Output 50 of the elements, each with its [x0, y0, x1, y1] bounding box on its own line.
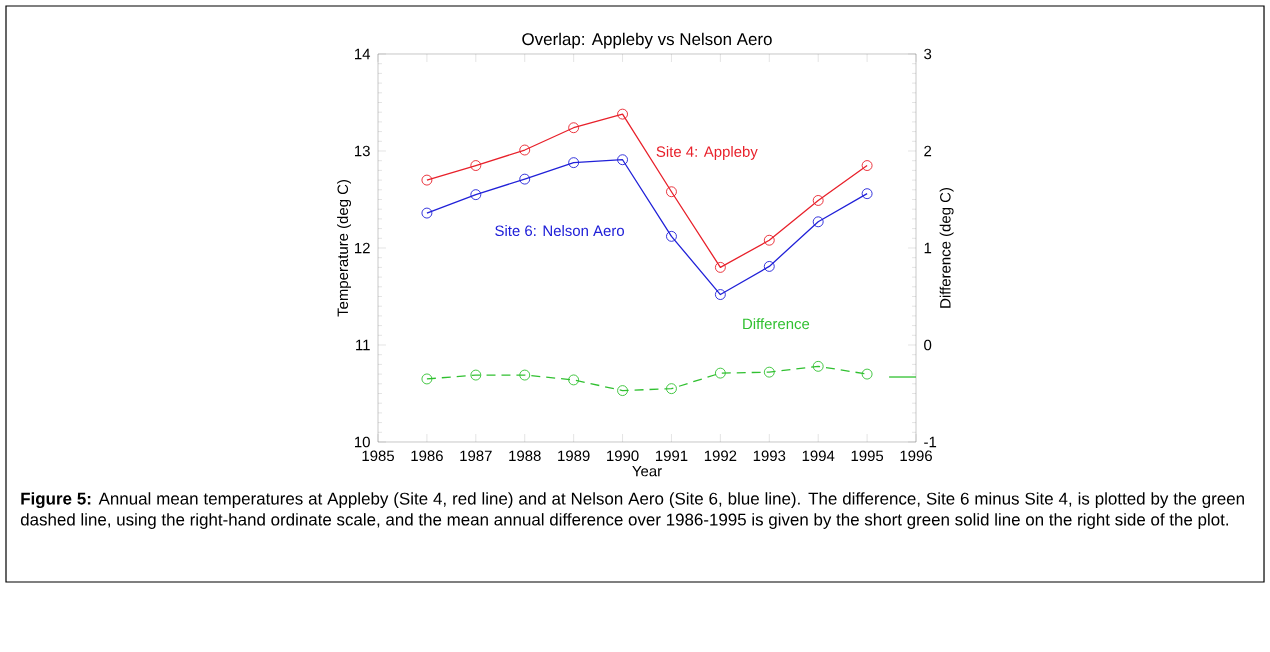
text: Site 6: Nelson Aero — [495, 225, 625, 237]
point — [861, 188, 873, 200]
point — [763, 234, 775, 246]
y-tick-label: 12 — [355, 242, 370, 254]
point — [519, 173, 531, 185]
point — [861, 160, 873, 171]
y2-tick-label: 3 — [924, 48, 932, 60]
point — [568, 157, 580, 169]
y-tick-label: 10 — [355, 436, 370, 448]
text: Difference — [743, 318, 810, 330]
point — [617, 108, 628, 120]
y2-tick-label: 1 — [924, 242, 932, 254]
point — [666, 186, 677, 198]
y2-tick-label: 0 — [924, 339, 932, 351]
x-tick-label: 1990 — [607, 450, 639, 462]
x-tick-label: 1994 — [802, 450, 835, 462]
point — [666, 230, 677, 242]
point — [421, 207, 433, 219]
point — [568, 122, 580, 134]
point — [763, 261, 775, 272]
x-axis-title: Year — [632, 465, 662, 477]
point — [812, 216, 824, 228]
x-tick-label: 1987 — [460, 450, 492, 462]
x-tick-label: 1992 — [704, 450, 737, 462]
x-tick-label: 1989 — [558, 450, 590, 462]
point — [470, 160, 482, 171]
chart-title: Overlap: Appleby vs Nelson Aero — [522, 32, 772, 49]
y-tick-label: 13 — [355, 145, 370, 157]
y2-tick-label: 2 — [924, 145, 932, 157]
y2-tick-label: -1 — [924, 436, 937, 448]
y-tick-label: 14 — [355, 48, 371, 60]
point — [714, 289, 726, 300]
x-tick-label: 1988 — [509, 450, 541, 462]
x-tick-label: 1991 — [655, 450, 688, 462]
x-tick-label: 1993 — [753, 450, 786, 462]
y2-axis-title: Difference (deg C) — [939, 188, 954, 308]
point — [714, 261, 726, 273]
series-label: Site 4: Appleby — [656, 145, 758, 160]
point — [421, 174, 433, 186]
x-tick-label: 1985 — [362, 450, 394, 462]
point — [470, 189, 482, 201]
x-tick-label: 1996 — [900, 450, 932, 462]
point — [812, 195, 824, 206]
point — [519, 144, 531, 156]
x-tick-label: 1986 — [411, 450, 443, 462]
y-axis-title: Temperature (deg C) — [337, 180, 352, 317]
text: Figure 5: Annual mean temperatures at Appleby (Site 4, red line) and at Nelson Aero (Site 6, blue line). The difference, Site 6 minus Site 4, is plotted by the green dashed line, using the right-hand ordinate scale, and the mean annual difference over 1986-1995 is given by the short green solid line on the right side of the plot. — [20, 492, 1244, 529]
point — [617, 154, 628, 166]
x-tick-label: 1995 — [851, 450, 884, 462]
y-tick-label: 11 — [356, 339, 370, 351]
